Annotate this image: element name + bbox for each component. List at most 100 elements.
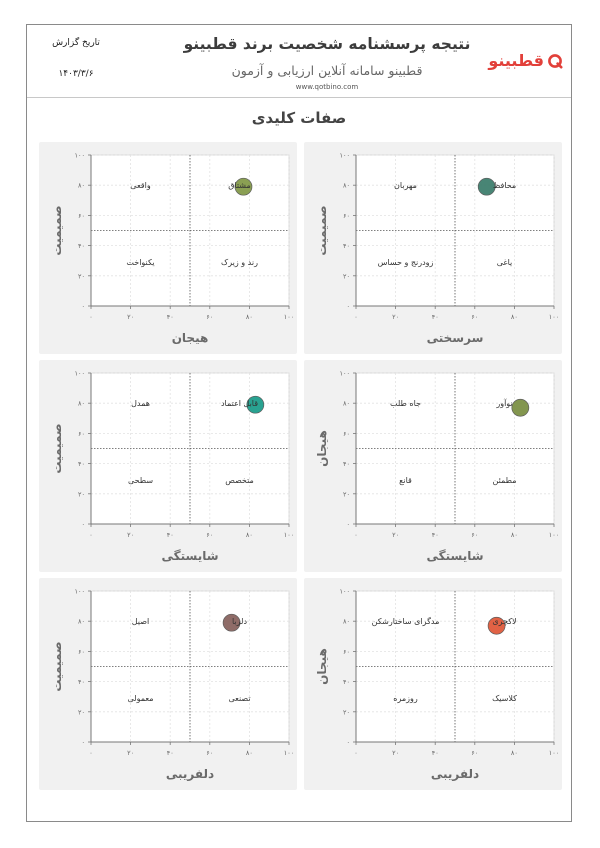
y-tick-label: ۰: [82, 303, 86, 311]
scatter-chart: ۰ ۲۰ ۴۰ ۶۰ ۸۰ ۱۰۰ ۰ ۲۰ ۴۰ ۶۰ ۸۰ ۱۰۰ دلفریبی صمیمیت اصی…: [50, 588, 294, 782]
y-tick-label: ۸۰: [343, 182, 350, 190]
y-tick-label: ۶۰: [343, 212, 350, 220]
quadrant-label: مشتاق: [228, 181, 250, 190]
y-tick-label: ۶۰: [78, 212, 85, 220]
quadrant-label: یاغی: [497, 258, 513, 267]
x-tick-label: ۱۰۰: [549, 749, 559, 757]
y-axis-label: هیجان: [315, 648, 329, 685]
x-axis-label: دلفریبی: [431, 767, 479, 781]
website-url[interactable]: www.qotbino.com: [295, 83, 359, 91]
x-tick-label: ۲۰: [392, 313, 399, 321]
quadrant-label: متخصص: [225, 476, 254, 485]
y-axis-label: صمیمیت: [50, 423, 64, 473]
y-axis-label: صمیمیت: [315, 205, 329, 255]
y-tick-label: ۰: [82, 521, 86, 529]
chart-panel: ۰ ۲۰ ۴۰ ۶۰ ۸۰ ۱۰۰ ۰ ۲۰ ۴۰ ۶۰ ۸۰ ۱۰۰ هیجان صمیمیت واقعی…: [39, 142, 297, 354]
data-point: [222, 613, 241, 632]
quadrant-label: واقعی: [130, 181, 151, 190]
chart-panel: ۰ ۲۰ ۴۰ ۶۰ ۸۰ ۱۰۰ ۰ ۲۰ ۴۰ ۶۰ ۸۰ ۱۰۰ شایستگی هیجان جاه …: [304, 360, 562, 572]
quadrant-label: همدل: [131, 399, 150, 408]
y-tick-label: ۰: [82, 739, 86, 747]
report-date-label: تاریخ گزارش: [52, 38, 100, 48]
y-tick-label: ۸۰: [78, 400, 85, 408]
quadrant-label: دلربا: [232, 617, 248, 626]
chart-panel: ۰ ۲۰ ۴۰ ۶۰ ۸۰ ۱۰۰ ۰ ۲۰ ۴۰ ۶۰ ۸۰ ۱۰۰ شایستگی صمیمیت همد…: [39, 360, 297, 572]
quadrant-label: لاکچری: [492, 617, 516, 626]
report-title: نتیجه پرسشنامه شخصیت برند قطبینو: [183, 35, 471, 53]
quadrant-label: زودرنج و حساس: [378, 258, 434, 267]
quadrant-label: رند و زیرک: [221, 258, 258, 267]
y-axis-label: صمیمیت: [50, 205, 64, 255]
y-tick-label: ۱۰۰: [340, 370, 350, 378]
quadrant-label: مدگرای ساختارشکن: [372, 616, 440, 626]
x-tick-label: ۱۰۰: [284, 313, 294, 321]
y-tick-label: ۶۰: [78, 648, 85, 656]
x-axis-label: سرسختی: [427, 331, 484, 345]
quadrant-label: قابل اعتماد: [221, 399, 258, 408]
y-tick-label: ۴۰: [78, 242, 85, 250]
chart-panel: ۰ ۲۰ ۴۰ ۶۰ ۸۰ ۱۰۰ ۰ ۲۰ ۴۰ ۶۰ ۸۰ ۱۰۰ دلفریبی هیجان مدگر…: [304, 578, 562, 790]
y-tick-label: ۰: [347, 303, 351, 311]
y-tick-label: ۴۰: [78, 678, 85, 686]
header-divider: [27, 97, 571, 98]
quadrant-label: مهربان: [394, 181, 417, 190]
y-tick-label: ۰: [347, 739, 351, 747]
x-tick-label: ۴۰: [167, 531, 174, 539]
data-point: [234, 177, 253, 196]
x-tick-label: ۸۰: [511, 749, 518, 757]
quadrant-label: نوآور: [495, 398, 512, 408]
quadrant-label: یکنواخت: [126, 258, 154, 267]
scatter-chart: ۰ ۲۰ ۴۰ ۶۰ ۸۰ ۱۰۰ ۰ ۲۰ ۴۰ ۶۰ ۸۰ ۱۰۰ شایستگی هیجان جاه …: [315, 370, 559, 564]
x-tick-label: ۴۰: [432, 531, 439, 539]
x-tick-label: ۸۰: [511, 531, 518, 539]
y-tick-label: ۲۰: [78, 708, 85, 716]
y-tick-label: ۱۰۰: [75, 370, 85, 378]
y-tick-label: ۲۰: [343, 272, 350, 280]
quadrant-label: محافظ: [493, 181, 516, 190]
x-tick-label: ۶۰: [206, 531, 213, 539]
scatter-chart: ۰ ۲۰ ۴۰ ۶۰ ۸۰ ۱۰۰ ۰ ۲۰ ۴۰ ۶۰ ۸۰ ۱۰۰ شایستگی صمیمیت همد…: [50, 370, 294, 564]
y-tick-label: ۴۰: [78, 460, 85, 468]
report-date-value: ۱۴۰۳/۳/۶: [58, 69, 94, 79]
y-tick-label: ۲۰: [78, 272, 85, 280]
x-tick-label: ۸۰: [246, 313, 253, 321]
chart-panel: ۰ ۲۰ ۴۰ ۶۰ ۸۰ ۱۰۰ ۰ ۲۰ ۴۰ ۶۰ ۸۰ ۱۰۰ دلفریبی صمیمیت اصی…: [39, 578, 297, 790]
y-tick-label: ۶۰: [343, 648, 350, 656]
quadrant-label: تصنعی: [228, 694, 250, 703]
y-tick-label: ۲۰: [78, 490, 85, 498]
x-tick-label: ۶۰: [206, 313, 213, 321]
x-tick-label: ۶۰: [471, 749, 478, 757]
x-tick-label: ۴۰: [167, 749, 174, 757]
y-tick-label: ۱۰۰: [75, 152, 85, 160]
x-tick-label: ۶۰: [206, 749, 213, 757]
x-axis-label: شایستگی: [426, 549, 483, 563]
data-point: [477, 177, 496, 196]
quadrant-label: کلاسیک: [492, 694, 517, 703]
x-tick-label: ۴۰: [167, 313, 174, 321]
y-tick-label: ۲۰: [343, 490, 350, 498]
x-tick-label: ۶۰: [471, 531, 478, 539]
x-tick-label: ۲۰: [127, 749, 134, 757]
chart-panel: ۰ ۲۰ ۴۰ ۶۰ ۸۰ ۱۰۰ ۰ ۲۰ ۴۰ ۶۰ ۸۰ ۱۰۰ سرسختی صمیمیت مهرب…: [304, 142, 562, 354]
x-tick-label: ۱۰۰: [284, 531, 294, 539]
data-point: [511, 398, 530, 417]
scatter-chart: ۰ ۲۰ ۴۰ ۶۰ ۸۰ ۱۰۰ ۰ ۲۰ ۴۰ ۶۰ ۸۰ ۱۰۰ سرسختی صمیمیت مهرب…: [315, 152, 559, 346]
x-tick-label: ۸۰: [511, 313, 518, 321]
x-tick-label: ۱۰۰: [549, 531, 559, 539]
y-tick-label: ۱۰۰: [340, 152, 350, 160]
y-tick-label: ۸۰: [78, 618, 85, 626]
x-tick-label: ۴۰: [432, 313, 439, 321]
y-tick-label: ۲۰: [343, 708, 350, 716]
x-tick-label: ۱۰۰: [284, 749, 294, 757]
y-tick-label: ۸۰: [343, 400, 350, 408]
quadrant-label: سطحی: [128, 476, 153, 485]
y-tick-label: ۸۰: [343, 618, 350, 626]
x-tick-label: ۶۰: [471, 313, 478, 321]
x-tick-label: ۲۰: [392, 531, 399, 539]
scatter-chart: ۰ ۲۰ ۴۰ ۶۰ ۸۰ ۱۰۰ ۰ ۲۰ ۴۰ ۶۰ ۸۰ ۱۰۰ دلفریبی هیجان مدگر…: [315, 588, 559, 782]
x-tick-label: ۴۰: [432, 749, 439, 757]
x-tick-label: ۱۰۰: [549, 313, 559, 321]
x-tick-label: ۸۰: [246, 531, 253, 539]
quadrant-label: روزمره: [393, 694, 418, 703]
y-axis-label: صمیمیت: [50, 641, 64, 691]
